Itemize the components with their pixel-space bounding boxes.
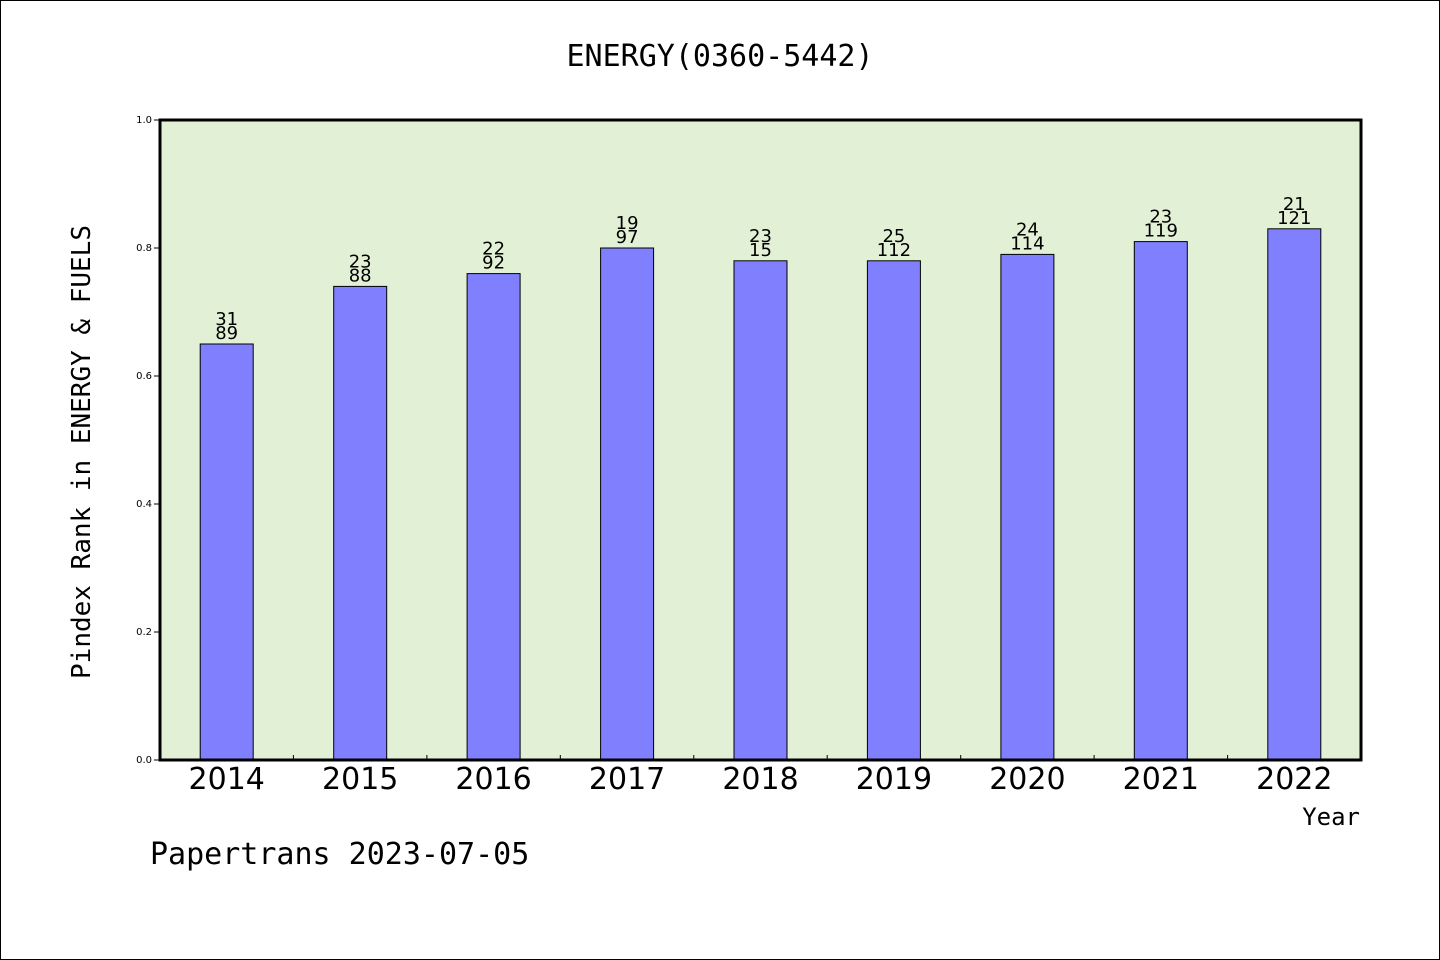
x-tick-label-2017: 2017	[589, 762, 665, 797]
x-tick-label-2016: 2016	[455, 762, 531, 797]
data-label-bottom-2021: 119	[1144, 221, 1178, 242]
y-tick-label: 0.0	[136, 755, 152, 766]
data-label-bottom-2014: 89	[215, 323, 238, 344]
x-tick-label-2020: 2020	[989, 762, 1065, 797]
y-ticks-group: 0.0 0.2 0.4 0.6 0.8 1.0	[136, 115, 160, 766]
data-label-bottom-2018: 15	[749, 240, 772, 261]
data-label-top-2018: 23	[749, 226, 772, 247]
x-ticks-group: 2014 2015 2016 2017 2018 2019 2020 2021 2022	[189, 755, 1332, 797]
data-label-bottom-2017: 97	[616, 227, 639, 248]
data-label-top-2019: 25	[882, 226, 905, 247]
x-tick-label-2019: 2019	[856, 762, 932, 797]
x-tick-label-2014: 2014	[189, 762, 265, 797]
bar-2019	[866, 260, 921, 761]
bar-2017	[600, 247, 655, 761]
y-tick-label: 0.4	[136, 499, 152, 510]
data-label-bottom-2019: 112	[877, 240, 911, 261]
y-tick-label: 0.6	[136, 371, 152, 382]
y-axis-label: Pindex Rank in ENERGY & FUELS	[67, 225, 97, 679]
x-tick-label-2021: 2021	[1123, 762, 1199, 797]
data-label-top-2021: 23	[1149, 207, 1172, 228]
data-label-top-2020: 24	[1016, 219, 1039, 240]
chart-title: ENERGY(0360-5442)	[566, 39, 873, 74]
y-tick-label: 0.8	[136, 243, 152, 254]
footer-text: Papertrans 2023-07-05	[150, 837, 529, 872]
x-tick-label-2018: 2018	[722, 762, 798, 797]
data-label-top-2022: 21	[1283, 194, 1306, 215]
data-label-bottom-2022: 121	[1277, 208, 1311, 229]
bar-2018	[733, 260, 788, 761]
y-tick-label: 1.0	[136, 115, 152, 126]
data-label-bottom-2015: 88	[349, 265, 372, 286]
data-label-bottom-2020: 114	[1010, 233, 1044, 254]
bar-2022	[1267, 228, 1322, 761]
y-tick-label: 0.2	[136, 627, 152, 638]
data-label-bottom-2016: 92	[482, 253, 505, 274]
bar-2015	[333, 285, 388, 761]
bar-2014	[199, 343, 254, 761]
data-label-top-2016: 22	[482, 239, 505, 260]
plot-border	[158, 118, 1363, 762]
x-axis-label: Year	[1302, 803, 1360, 831]
data-label-top-2015: 23	[349, 251, 372, 272]
bars-group	[199, 228, 1322, 761]
data-label-top-2014: 31	[215, 309, 238, 330]
x-tick-label-2022: 2022	[1256, 762, 1332, 797]
x-tick-label-2015: 2015	[322, 762, 398, 797]
bar-2016	[466, 273, 521, 761]
bar-2021	[1133, 241, 1188, 761]
data-label-top-2017: 19	[616, 213, 639, 234]
bar-2020	[1000, 253, 1055, 761]
